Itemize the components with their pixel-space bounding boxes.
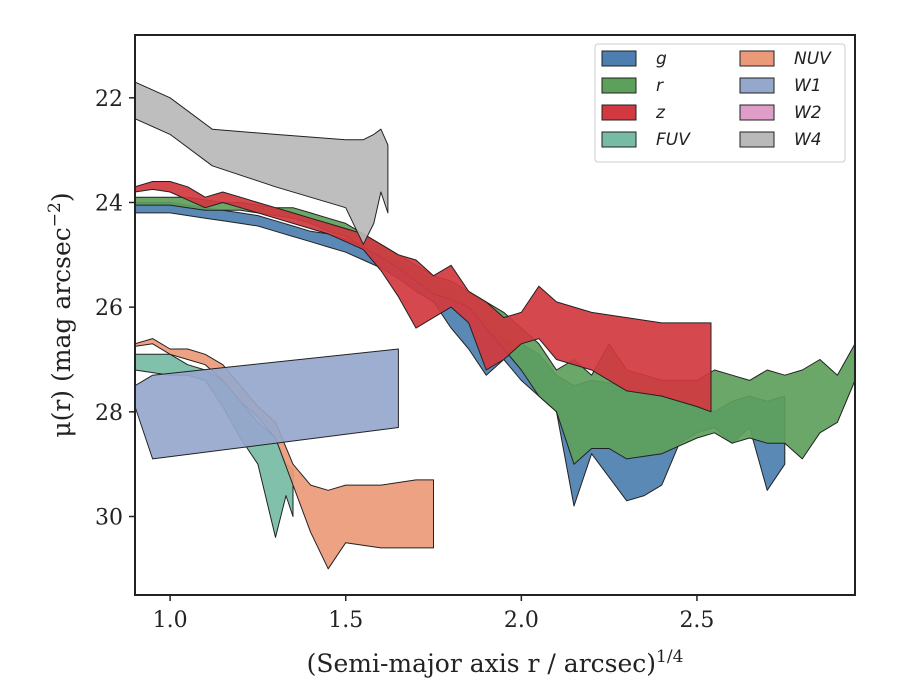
y-axis-title-text: μ(r) (mag arcsec [47,227,76,437]
x-tick-label: 2.5 [679,608,714,633]
legend-label-z: z [655,103,666,123]
y-tick-label: 28 [95,401,123,426]
plot-frame [134,34,856,596]
band-w4 [135,81,389,245]
legend: grz FUV NUV W1 W2 W4 [594,43,846,163]
legend-label-fuv: FUV [656,130,691,150]
x-tick-label: 1.0 [153,608,188,633]
legend-label-w2: W2 [794,103,822,123]
band-z [135,181,712,413]
y-axis-title-superscript: −2 [45,202,65,227]
legend-swatch-g [601,50,637,67]
x-axis-title: (Semi-major axis r / arcsec)1/4 [307,647,684,678]
legend-items: grz FUV NUV W1 W2 W4 [601,49,832,150]
legend-frame [594,43,846,163]
legend-swatch-w1 [739,77,775,94]
bands-layer [135,81,855,570]
legend-label-g: g [656,49,667,69]
legend-swatch-fuv [601,131,637,148]
legend-label-r: r [656,76,664,96]
legend-label-nuv: NUV [794,49,832,69]
legend-swatch-r [601,77,637,94]
y-tick-label: 24 [95,191,123,216]
legend-swatch-nuv [739,50,775,67]
x-axis-title-superscript: 1/4 [656,647,683,667]
ticks-layer: 1.0 1.5 2.0 2.5 22 24 26 28 30 [95,87,714,633]
x-tick-label: 2.0 [504,608,539,633]
legend-label-w4: W4 [794,130,822,150]
legend-swatch-w4 [739,131,775,148]
y-tick-label: 30 [95,505,123,530]
legend-swatch-w2 [739,104,775,121]
band-w1 [135,348,399,460]
legend-swatch-z [601,104,637,121]
y-tick-label: 22 [95,87,123,112]
x-axis-title-text: (Semi-major axis r / arcsec) [307,649,656,678]
y-axis-title-close: ) [47,192,76,202]
y-tick-label: 26 [95,296,123,321]
y-axis-title: μ(r) (mag arcsec−2) [45,192,76,437]
legend-label-w1: W1 [794,76,822,96]
x-tick-label: 1.5 [328,608,363,633]
